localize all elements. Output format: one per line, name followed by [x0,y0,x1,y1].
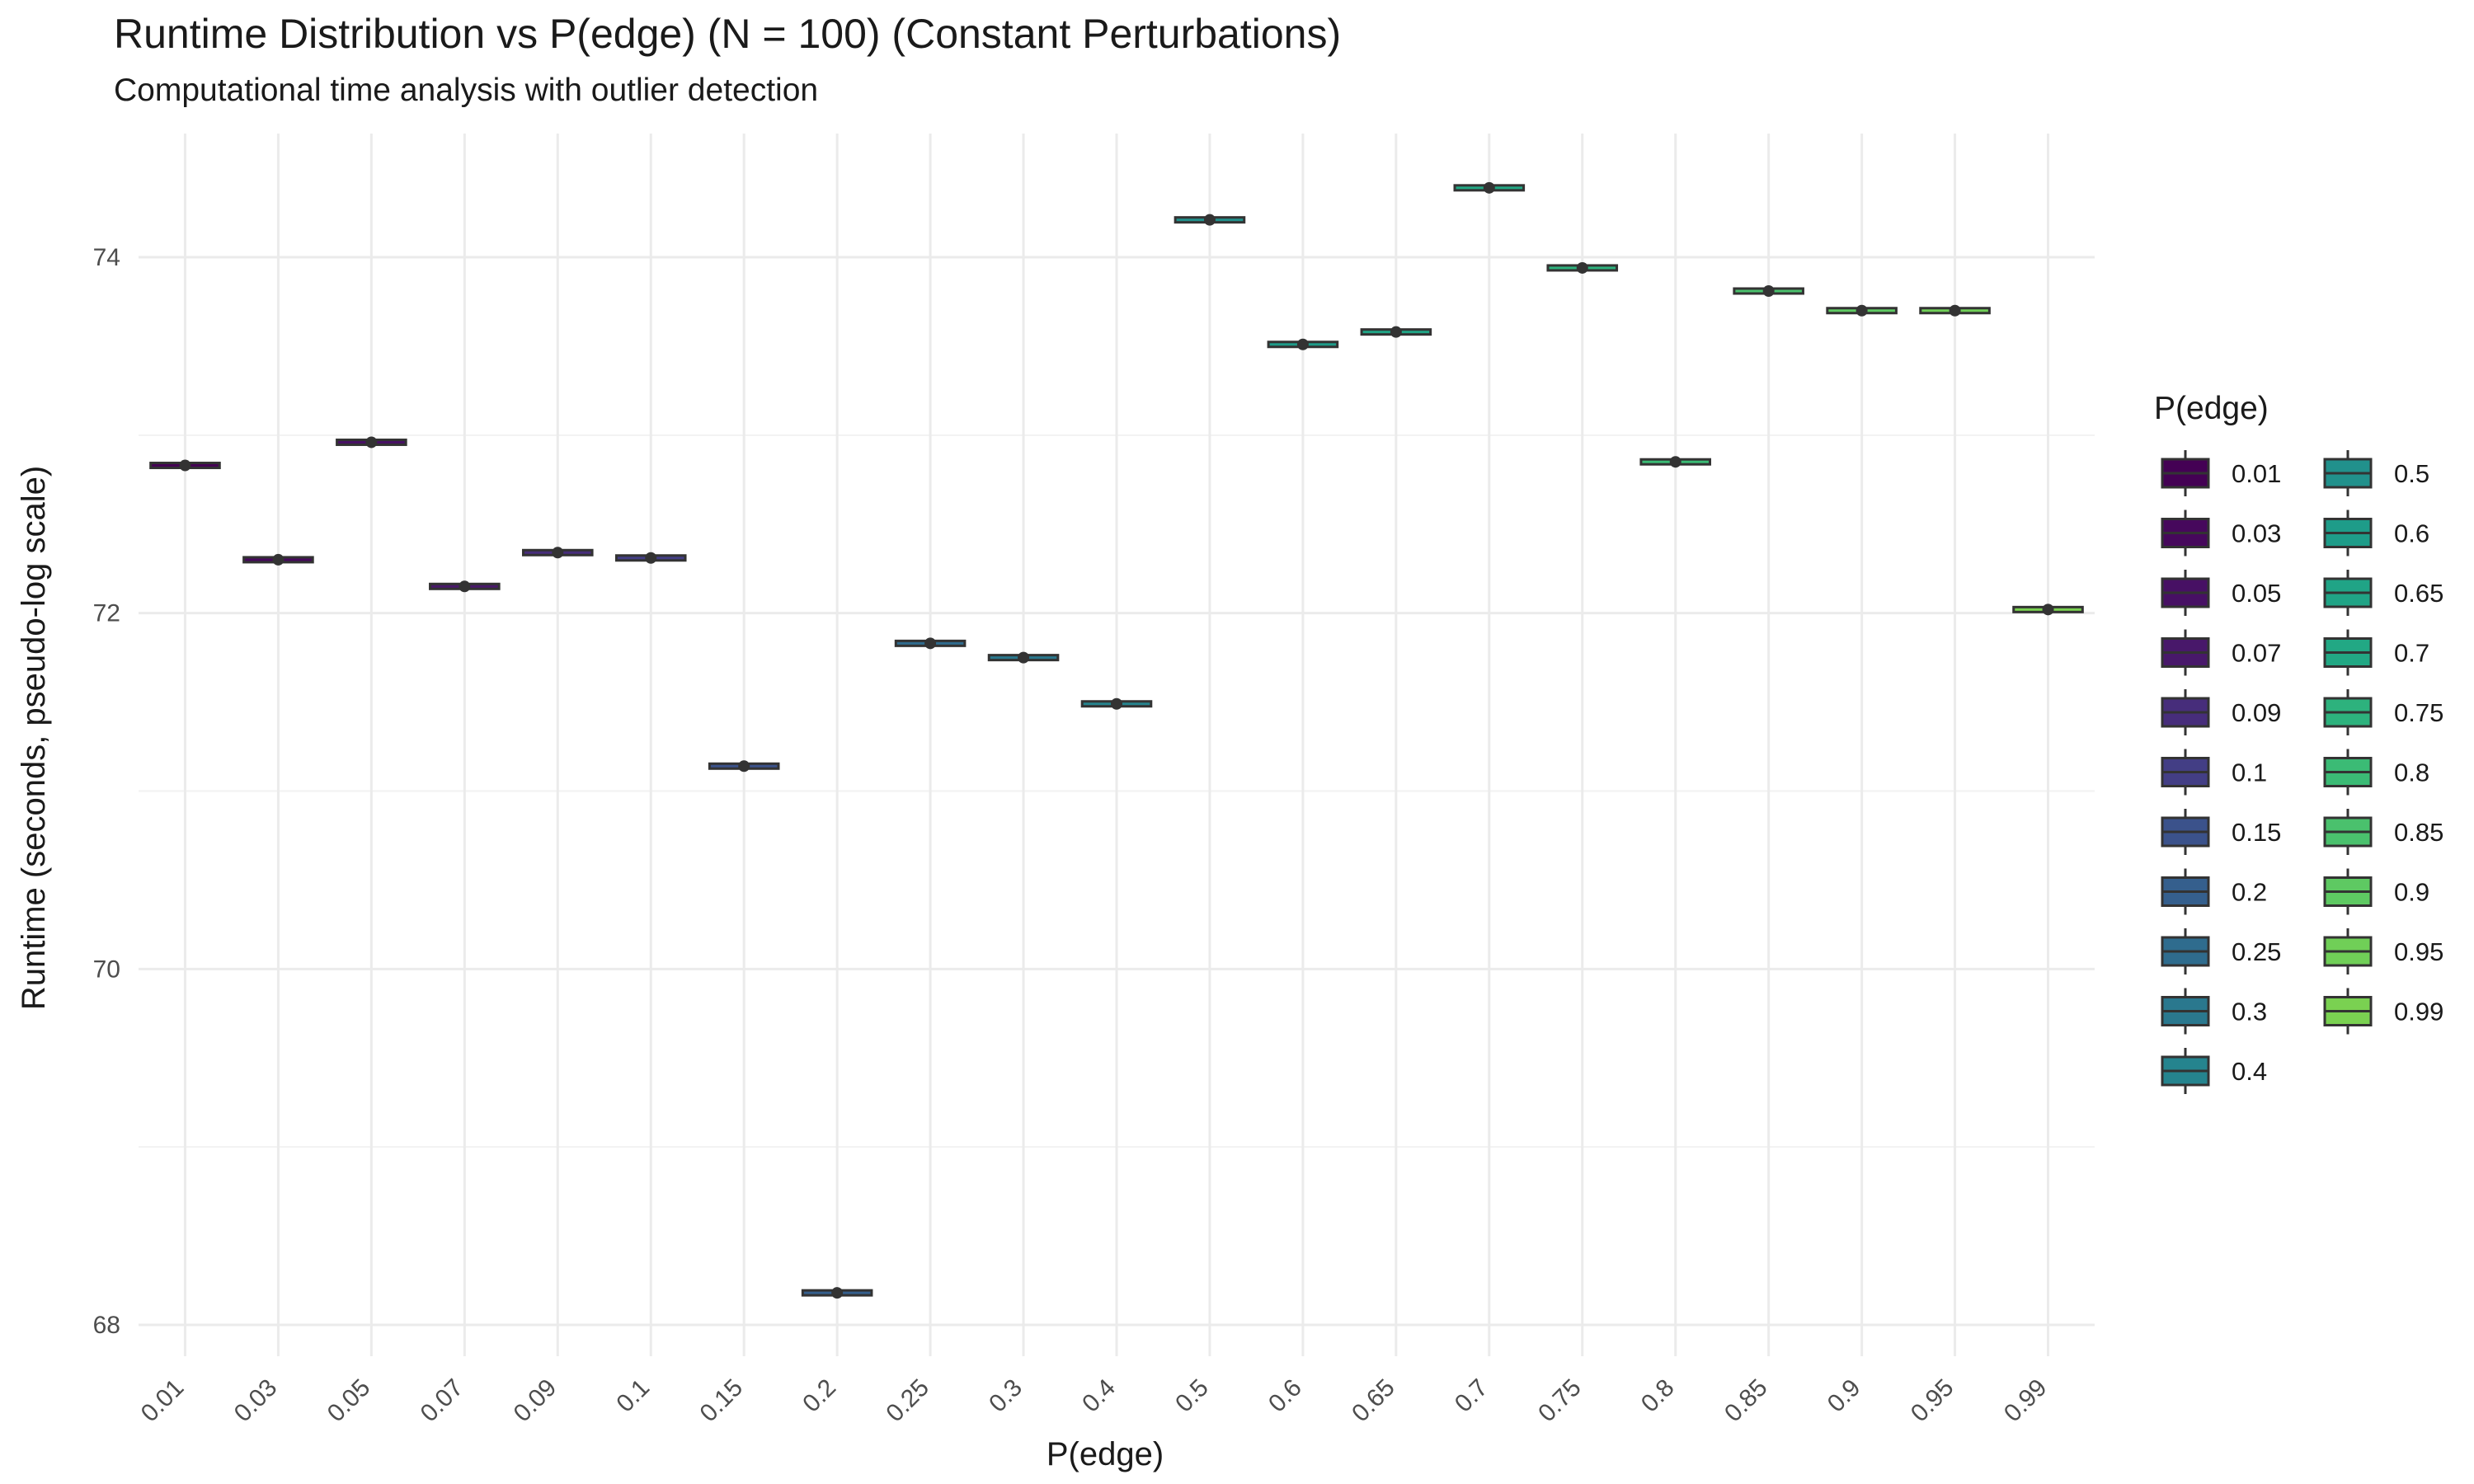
x-axis-title: P(edge) [1047,1436,1164,1472]
legend-label: 0.05 [2232,579,2281,608]
x-tick-label: 0.3 [984,1374,1028,1418]
legend-label: 0.5 [2394,459,2429,488]
legend-label: 0.8 [2394,758,2429,787]
legend-item-0.65: 0.65 [2323,570,2443,616]
legend: P(edge) 0.01 0.03 0.05 0.07 0.09 0.1 0.15 0.2 0.2… [2154,391,2443,1094]
legend-label: 0.07 [2232,639,2281,668]
y-tick-label: 74 [93,244,120,271]
legend-item-0.07: 0.07 [2161,629,2281,676]
y-tick-label: 68 [93,1312,120,1339]
point-0.65 [1390,326,1402,338]
point-0.2 [831,1287,844,1299]
x-tick-label: 0.07 [416,1374,469,1428]
point-0.85 [1762,285,1775,298]
legend-title: P(edge) [2154,391,2269,426]
legend-item-0.25: 0.25 [2161,928,2281,974]
point-0.3 [1018,651,1030,664]
point-0.9 [1856,304,1868,317]
x-tick-label: 0.5 [1170,1374,1214,1418]
legend-item-0.9: 0.9 [2323,868,2429,915]
x-tick-label: 0.01 [136,1374,190,1428]
legend-label: 0.4 [2232,1057,2267,1086]
point-0.75 [1576,261,1588,274]
legend-item-0.03: 0.03 [2161,510,2281,556]
x-tick-label: 0.05 [322,1374,376,1428]
legend-item-0.7: 0.7 [2323,629,2429,676]
legend-label: 0.75 [2394,698,2443,727]
x-tick-label: 0.15 [695,1374,749,1428]
legend-item-0.01: 0.01 [2161,450,2281,496]
x-tick-label: 0.25 [881,1374,934,1428]
chart-title: Runtime Distribution vs P(edge) (N = 100… [114,11,1342,57]
y-tick-label: 72 [93,600,120,627]
legend-label: 0.09 [2232,698,2281,727]
point-0.5 [1203,214,1216,226]
point-0.01 [179,459,191,472]
point-0.7 [1483,181,1495,194]
x-tick-label: 0.03 [229,1374,283,1428]
legend-item-0.15: 0.15 [2161,809,2281,855]
box-marks [149,181,2084,1299]
legend-label: 0.15 [2232,818,2281,847]
x-tick-label: 0.95 [1906,1374,1959,1428]
legend-item-0.99: 0.99 [2323,988,2443,1035]
point-0.1 [645,552,657,564]
legend-item-0.5: 0.5 [2323,450,2429,496]
legend-label: 0.2 [2232,878,2267,907]
legend-item-0.09: 0.09 [2161,689,2281,735]
x-tick-label: 0.8 [1636,1374,1680,1418]
point-0.25 [924,637,937,650]
legend-label: 0.99 [2394,998,2443,1026]
point-0.99 [2042,603,2054,616]
legend-item-0.95: 0.95 [2323,928,2443,974]
legend-item-0.1: 0.1 [2161,749,2267,796]
grid-layer [139,134,2095,1356]
legend-label: 0.95 [2394,937,2443,966]
legend-item-0.8: 0.8 [2323,749,2429,796]
legend-item-0.6: 0.6 [2323,510,2429,556]
legend-label: 0.9 [2394,878,2429,907]
x-tick-label: 0.09 [509,1374,562,1428]
point-0.95 [1949,304,1961,317]
point-0.8 [1669,456,1681,468]
point-0.03 [272,553,285,566]
x-tick-label: 0.4 [1077,1374,1121,1418]
legend-item-0.05: 0.05 [2161,570,2281,616]
axes: 68 70 72 74 0.01 0.03 0.05 0.07 0.09 0.1 0.15 0.2 0.… [93,244,2053,1427]
legend-label: 0.25 [2232,937,2281,966]
y-tick-label: 70 [93,956,120,983]
x-tick-label: 0.7 [1450,1374,1493,1418]
x-tick-label: 0.9 [1823,1374,1866,1418]
x-tick-label: 0.99 [1999,1374,2053,1428]
legend-label: 0.01 [2232,459,2281,488]
point-0.4 [1111,697,1122,710]
legend-item-0.85: 0.85 [2323,809,2443,855]
x-tick-label: 0.6 [1263,1374,1307,1418]
legend-label: 0.03 [2232,519,2281,548]
x-tick-label: 0.1 [611,1374,655,1418]
legend-label: 0.85 [2394,818,2443,847]
legend-item-0.2: 0.2 [2161,868,2267,915]
legend-label: 0.3 [2232,998,2267,1026]
legend-label: 0.65 [2394,579,2443,608]
x-tick-label: 0.75 [1533,1374,1587,1428]
legend-item-0.4: 0.4 [2161,1048,2267,1094]
point-0.05 [365,436,378,448]
point-0.07 [459,580,471,593]
x-tick-label: 0.2 [797,1374,841,1418]
chart-subtitle: Computational time analysis with outlier… [114,73,819,108]
x-tick-label: 0.85 [1719,1374,1773,1428]
legend-label: 0.1 [2232,758,2267,787]
point-0.09 [552,547,564,559]
legend-label: 0.6 [2394,519,2429,548]
y-axis-title: Runtime (seconds, pseudo-log scale) [16,466,52,1010]
x-tick-label: 0.65 [1347,1374,1400,1428]
point-0.15 [738,760,750,773]
legend-label: 0.7 [2394,639,2429,668]
legend-item-0.75: 0.75 [2323,689,2443,735]
point-0.6 [1296,338,1309,350]
legend-item-0.3: 0.3 [2161,988,2267,1035]
